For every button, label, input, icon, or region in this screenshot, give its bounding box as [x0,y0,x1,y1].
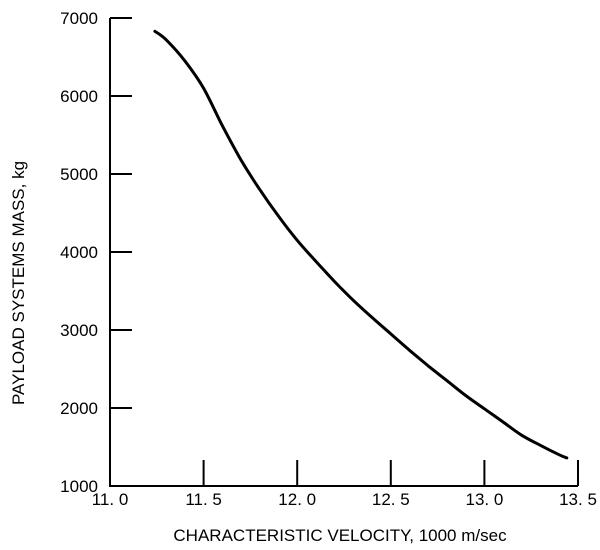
x-tick-label: 13. 5 [559,490,597,509]
y-tick-label: 3000 [60,321,98,340]
x-axis-label: CHARACTERISTIC VELOCITY, 1000 m/sec [173,526,507,545]
y-tick-label: 5000 [60,165,98,184]
axes [109,18,578,487]
series-line [153,29,569,460]
x-tick-label: 13. 0 [465,490,503,509]
x-tick-label: 11. 5 [185,490,222,509]
y-tick-label: 2000 [60,399,98,418]
y-tick-label: 7000 [60,9,98,28]
x-tick-label: 12. 5 [372,490,410,509]
y-axis-label: PAYLOAD SYSTEMS MASS, kg [9,161,28,405]
x-axis-ticks: 11. 0 11. 5 12. 0 12. 5 13. 0 13. 5 [92,460,597,509]
x-tick-label: 12. 0 [278,490,316,509]
y-tick-label: 4000 [60,243,98,262]
y-tick-label: 6000 [60,87,98,106]
y-axis-ticks: 1000 2000 3000 4000 5000 6000 7000 [60,9,132,496]
y-tick-label: 1000 [60,477,98,496]
series-layer [153,29,569,460]
x-tick-label: 11. 0 [92,490,129,509]
